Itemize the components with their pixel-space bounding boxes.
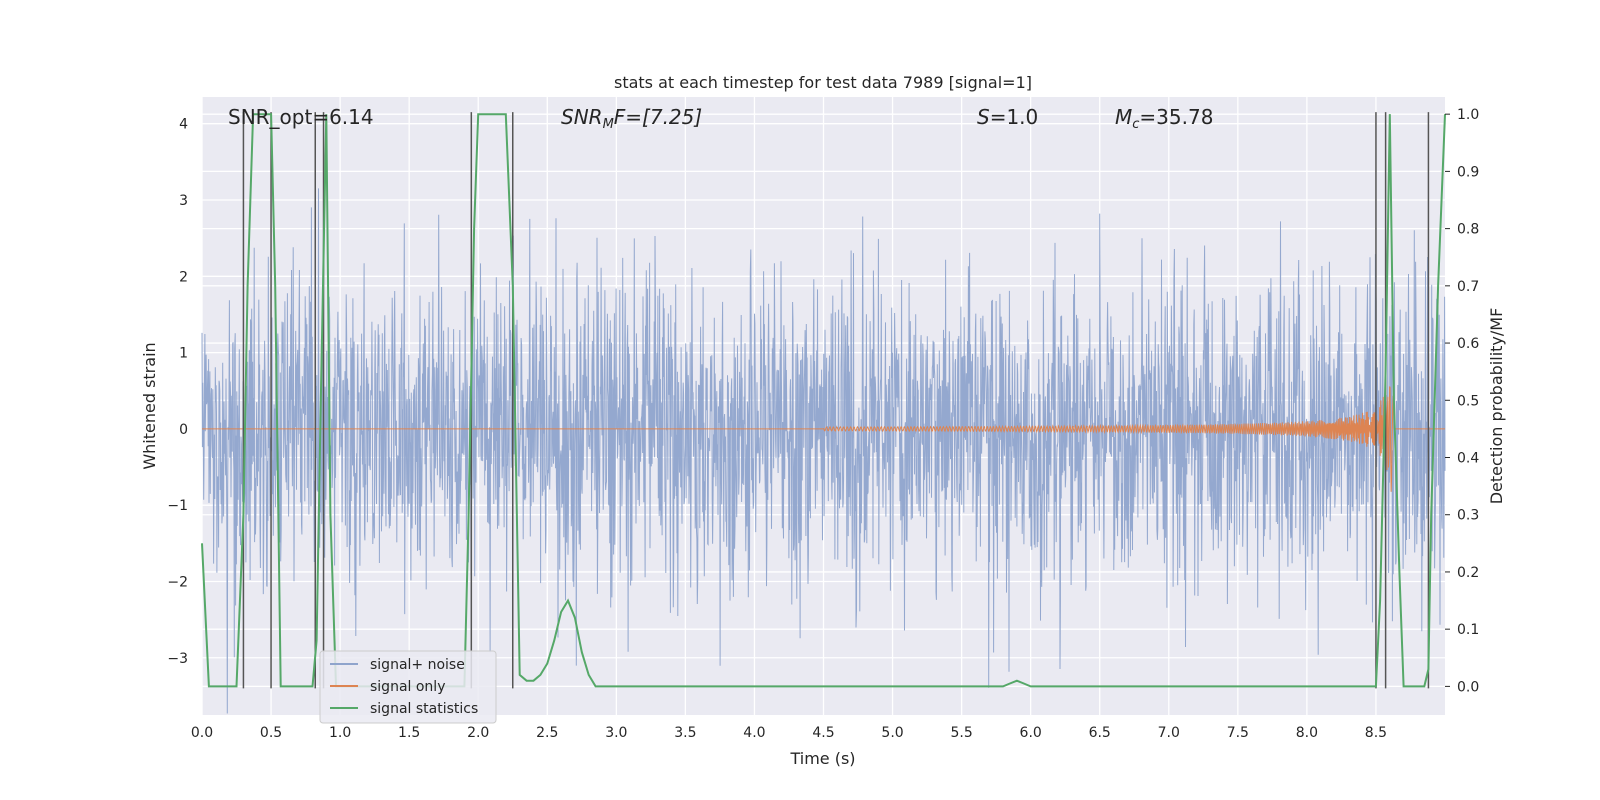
y-left-tick-label: 3	[179, 193, 188, 209]
y-left-tick-label: −1	[167, 498, 188, 514]
annotation-snr-mf: SNRMF=[7.25]	[561, 105, 702, 132]
x-tick-label: 4.5	[812, 725, 834, 741]
y-right-tick-label: 0.9	[1457, 164, 1479, 180]
y-left-tick-label: 4	[179, 117, 188, 133]
y-left-tick-label: 2	[179, 269, 188, 285]
x-tick-label: 1.5	[398, 725, 420, 741]
x-tick-labels: 0.0 0.5 1.0 1.5 2.0 2.5 3.0 3.5 4.0 4.5 5.0 5.5 6.0 6…	[191, 725, 1387, 741]
y-left-tick-label: 0	[179, 422, 188, 438]
y-right-tick-label: 0.1	[1457, 622, 1479, 638]
y-right-tick-label: 0.8	[1457, 222, 1479, 238]
legend-box	[319, 650, 497, 724]
annotation-snr-opt: SNR_opt=6.14	[228, 105, 374, 129]
x-tick-label: 6.5	[1089, 725, 1111, 741]
annotation-s: S=1.0	[977, 105, 1038, 129]
x-tick-label: 0.0	[191, 725, 213, 741]
series-signal-statistics	[201, 113, 1446, 688]
series-signal-only	[202, 386, 1445, 492]
x-tick-label: 2.0	[467, 725, 489, 741]
y-left-tick-label: −3	[167, 651, 188, 667]
y-right-tick-labels: 0.0 0.1 0.2 0.3 0.4 0.5 0.6 0.7 0.8 0.9 1.0	[1445, 107, 1479, 695]
chart-title: stats at each timestep for test data 798…	[614, 73, 1032, 92]
y-right-tick-label: 1.0	[1457, 107, 1479, 123]
y-left-tick-labels: −3 −2 −1 0 1 2 3 4	[167, 117, 188, 667]
x-tick-label: 5.0	[881, 725, 903, 741]
legend-label-noise: signal+ noise	[370, 657, 465, 673]
x-tick-label: 5.5	[950, 725, 972, 741]
line-signal-only	[202, 386, 1445, 492]
x-tick-label: 3.5	[674, 725, 696, 741]
x-tick-label: 8.5	[1365, 725, 1387, 741]
y-right-tick-label: 0.5	[1457, 393, 1479, 409]
annotation-mc: Mc=35.78	[1115, 105, 1213, 132]
x-tick-label: 8.0	[1296, 725, 1318, 741]
y-right-tick-label: 0.7	[1457, 279, 1479, 295]
line-signal-statistics	[201, 113, 1446, 688]
y-axis-label-left: Whitened strain	[140, 342, 159, 469]
y-right-tick-label: 0.6	[1457, 336, 1479, 352]
x-axis-label: Time (s)	[789, 749, 855, 768]
y-left-tick-label: 1	[179, 346, 188, 362]
legend: signal+ noise signal only signal statist…	[319, 650, 497, 724]
x-tick-label: 4.0	[743, 725, 765, 741]
line-signal-plus-noise	[201, 188, 1446, 714]
x-tick-label: 2.5	[536, 725, 558, 741]
x-tick-label: 1.0	[329, 725, 351, 741]
x-tick-label: 7.5	[1227, 725, 1249, 741]
x-tick-label: 0.5	[260, 725, 282, 741]
y-right-tick-label: 0.2	[1457, 565, 1479, 581]
x-tick-label: 7.0	[1158, 725, 1180, 741]
series-signal-plus-noise	[201, 188, 1446, 714]
x-tick-label: 3.0	[605, 725, 627, 741]
y-right-tick-label: 0.4	[1457, 451, 1479, 467]
y-axis-label-right: Detection probability/MF	[1487, 308, 1506, 505]
y-right-tick-label: 0.3	[1457, 508, 1479, 524]
x-tick-label: 6.0	[1020, 725, 1042, 741]
y-left-tick-label: −2	[167, 574, 188, 590]
y-right-tick-label: 0.0	[1457, 679, 1479, 695]
legend-label-signal: signal only	[370, 679, 445, 695]
legend-label-stats: signal statistics	[370, 701, 478, 717]
